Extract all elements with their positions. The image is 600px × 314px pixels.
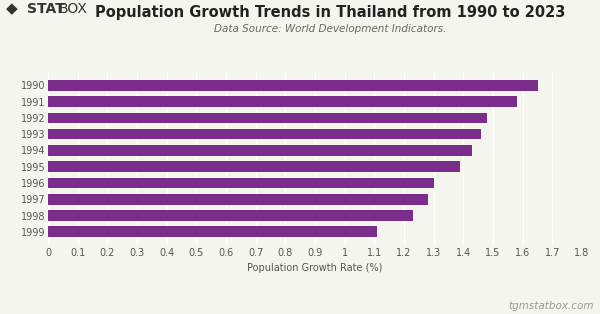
- Bar: [48, 178, 434, 188]
- Bar: [48, 129, 481, 139]
- Text: STAT: STAT: [27, 2, 65, 16]
- Text: ◆: ◆: [6, 2, 18, 17]
- Bar: [48, 80, 538, 91]
- Bar: [48, 226, 377, 237]
- Bar: [48, 96, 517, 107]
- Text: Population Growth Trends in Thailand from 1990 to 2023: Population Growth Trends in Thailand fro…: [95, 5, 565, 20]
- X-axis label: Population Growth Rate (%): Population Growth Rate (%): [247, 263, 383, 273]
- Bar: [48, 161, 460, 172]
- Legend: Thailand: Thailand: [273, 310, 357, 314]
- Bar: [48, 194, 428, 204]
- Bar: [48, 210, 413, 221]
- Text: BOX: BOX: [59, 2, 88, 16]
- Text: tgmstatbox.com: tgmstatbox.com: [509, 301, 594, 311]
- Bar: [48, 145, 472, 156]
- Text: Data Source: World Development Indicators.: Data Source: World Development Indicator…: [214, 24, 446, 34]
- Bar: [48, 113, 487, 123]
